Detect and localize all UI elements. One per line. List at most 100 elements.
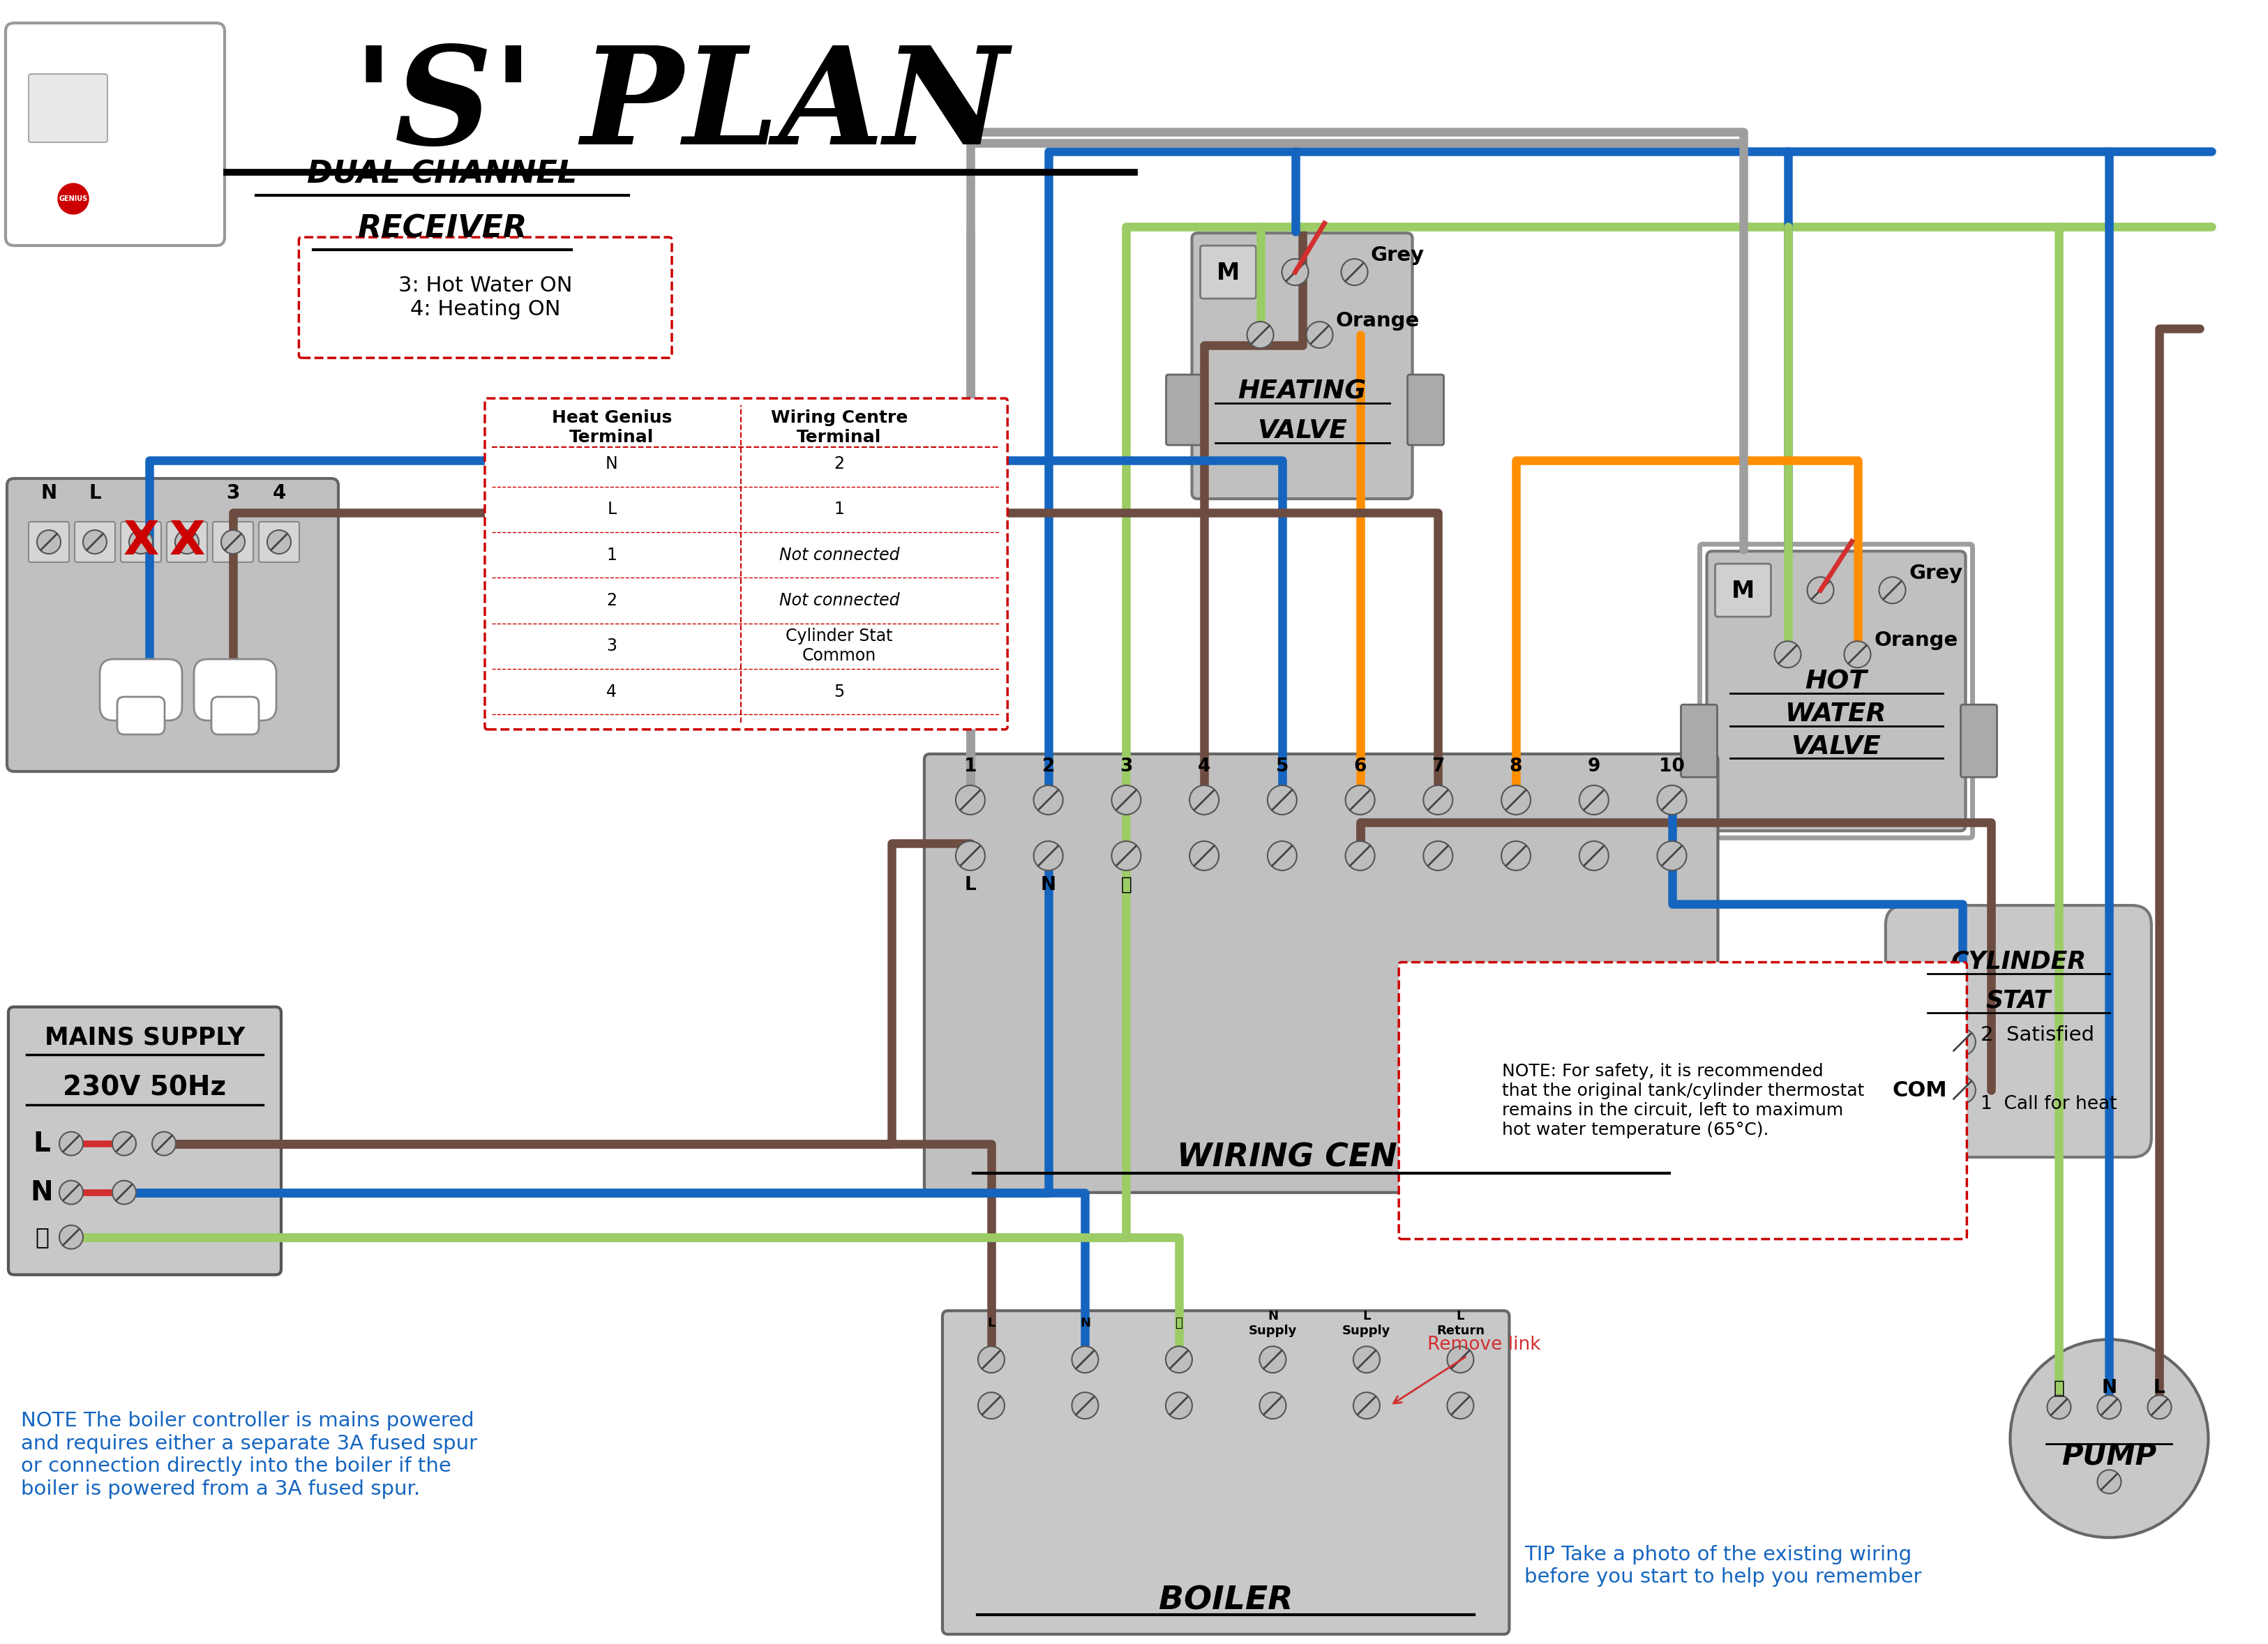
Circle shape bbox=[2048, 1396, 2071, 1419]
FancyBboxPatch shape bbox=[882, 406, 946, 460]
Circle shape bbox=[1354, 1346, 1379, 1373]
Text: 3: 3 bbox=[227, 483, 240, 503]
FancyBboxPatch shape bbox=[211, 697, 259, 735]
FancyBboxPatch shape bbox=[1708, 551, 1966, 830]
Text: N: N bbox=[41, 483, 57, 503]
Text: N: N bbox=[1041, 876, 1057, 894]
Text: L
Return: L Return bbox=[1436, 1310, 1486, 1337]
Circle shape bbox=[1880, 577, 1905, 603]
Circle shape bbox=[1166, 1392, 1193, 1419]
Circle shape bbox=[1501, 842, 1531, 870]
Text: Grey: Grey bbox=[1370, 245, 1424, 265]
FancyBboxPatch shape bbox=[1166, 375, 1202, 446]
FancyBboxPatch shape bbox=[75, 521, 116, 562]
Text: 1  Call for heat: 1 Call for heat bbox=[1980, 1095, 2116, 1113]
Circle shape bbox=[1844, 641, 1871, 667]
Circle shape bbox=[1579, 786, 1608, 815]
Circle shape bbox=[1111, 842, 1141, 870]
Text: NOTE: For safety, it is recommended
that the original tank/cylinder thermostat
r: NOTE: For safety, it is recommended that… bbox=[1501, 1064, 1864, 1138]
Text: Heat Genius
Terminal: Heat Genius Terminal bbox=[551, 409, 671, 446]
Circle shape bbox=[1073, 1346, 1098, 1373]
Circle shape bbox=[1111, 786, 1141, 815]
FancyBboxPatch shape bbox=[1399, 962, 1966, 1240]
Text: 9: 9 bbox=[1588, 758, 1601, 776]
Text: L: L bbox=[987, 1317, 996, 1330]
Circle shape bbox=[59, 1131, 84, 1156]
Text: WATER: WATER bbox=[1785, 702, 1887, 727]
Text: L: L bbox=[88, 483, 102, 503]
Circle shape bbox=[2098, 1470, 2121, 1494]
Text: L: L bbox=[2155, 1379, 2166, 1397]
Text: 4: 4 bbox=[272, 483, 286, 503]
Circle shape bbox=[59, 1180, 84, 1205]
Text: 5: 5 bbox=[1275, 758, 1288, 776]
Text: WIRING CENTRE: WIRING CENTRE bbox=[1177, 1143, 1465, 1174]
Circle shape bbox=[2009, 1340, 2209, 1537]
Text: DUAL CHANNEL: DUAL CHANNEL bbox=[306, 159, 578, 189]
FancyBboxPatch shape bbox=[857, 439, 896, 469]
FancyBboxPatch shape bbox=[213, 521, 254, 562]
Circle shape bbox=[1166, 1346, 1193, 1373]
Circle shape bbox=[955, 786, 984, 815]
Text: Orange: Orange bbox=[1336, 311, 1420, 330]
Circle shape bbox=[1447, 1346, 1474, 1373]
Text: L
Supply: L Supply bbox=[1343, 1310, 1390, 1337]
FancyBboxPatch shape bbox=[120, 521, 161, 562]
Circle shape bbox=[1247, 322, 1275, 349]
Circle shape bbox=[1281, 258, 1309, 286]
Circle shape bbox=[268, 529, 290, 554]
Text: ⏚: ⏚ bbox=[1120, 876, 1132, 894]
Text: 5: 5 bbox=[835, 684, 844, 700]
Circle shape bbox=[1306, 322, 1334, 349]
Circle shape bbox=[175, 529, 200, 554]
Text: Cylinder Stat
Common: Cylinder Stat Common bbox=[785, 628, 894, 664]
Text: 6: 6 bbox=[1354, 758, 1368, 776]
Circle shape bbox=[36, 529, 61, 554]
Text: 3: 3 bbox=[606, 638, 617, 654]
Text: L: L bbox=[34, 1131, 50, 1157]
Circle shape bbox=[152, 1131, 177, 1156]
FancyBboxPatch shape bbox=[844, 406, 907, 460]
Text: N: N bbox=[2102, 1379, 2116, 1397]
FancyBboxPatch shape bbox=[943, 1310, 1508, 1634]
Text: CYLINDER: CYLINDER bbox=[1950, 949, 2087, 973]
Text: Grey: Grey bbox=[1910, 564, 1962, 584]
Circle shape bbox=[1268, 842, 1297, 870]
Circle shape bbox=[1340, 258, 1368, 286]
Circle shape bbox=[955, 842, 984, 870]
Text: ⏚: ⏚ bbox=[1175, 1317, 1182, 1330]
Text: Not connected: Not connected bbox=[778, 592, 900, 608]
Circle shape bbox=[978, 1346, 1005, 1373]
Circle shape bbox=[1188, 786, 1218, 815]
Text: HEATING: HEATING bbox=[1238, 378, 1365, 404]
Circle shape bbox=[1354, 1392, 1379, 1419]
Text: STAT: STAT bbox=[1987, 988, 2050, 1013]
Text: 1: 1 bbox=[606, 546, 617, 564]
Text: NOTE The boiler controller is mains powered
and requires either a separate 3A fu: NOTE The boiler controller is mains powe… bbox=[20, 1411, 476, 1499]
Text: COM: COM bbox=[1892, 1080, 1946, 1100]
FancyBboxPatch shape bbox=[9, 1006, 281, 1274]
Text: 4: 4 bbox=[606, 684, 617, 700]
Circle shape bbox=[1345, 842, 1374, 870]
Circle shape bbox=[129, 529, 152, 554]
Circle shape bbox=[1034, 786, 1064, 815]
FancyBboxPatch shape bbox=[896, 439, 934, 469]
Circle shape bbox=[2098, 1396, 2121, 1419]
Text: 2: 2 bbox=[606, 592, 617, 608]
FancyBboxPatch shape bbox=[168, 521, 206, 562]
Circle shape bbox=[1188, 842, 1218, 870]
FancyBboxPatch shape bbox=[1200, 245, 1256, 299]
Text: X: X bbox=[170, 518, 204, 564]
FancyBboxPatch shape bbox=[195, 659, 277, 720]
Circle shape bbox=[1268, 786, 1297, 815]
Circle shape bbox=[222, 529, 245, 554]
Text: RECEIVER: RECEIVER bbox=[358, 214, 526, 243]
FancyBboxPatch shape bbox=[7, 478, 338, 771]
FancyBboxPatch shape bbox=[1193, 233, 1413, 498]
FancyBboxPatch shape bbox=[118, 697, 166, 735]
Text: N: N bbox=[29, 1179, 52, 1205]
Circle shape bbox=[1447, 1392, 1474, 1419]
Circle shape bbox=[59, 184, 88, 214]
Text: VALVE: VALVE bbox=[1792, 735, 1880, 760]
Text: 2: 2 bbox=[835, 455, 844, 472]
